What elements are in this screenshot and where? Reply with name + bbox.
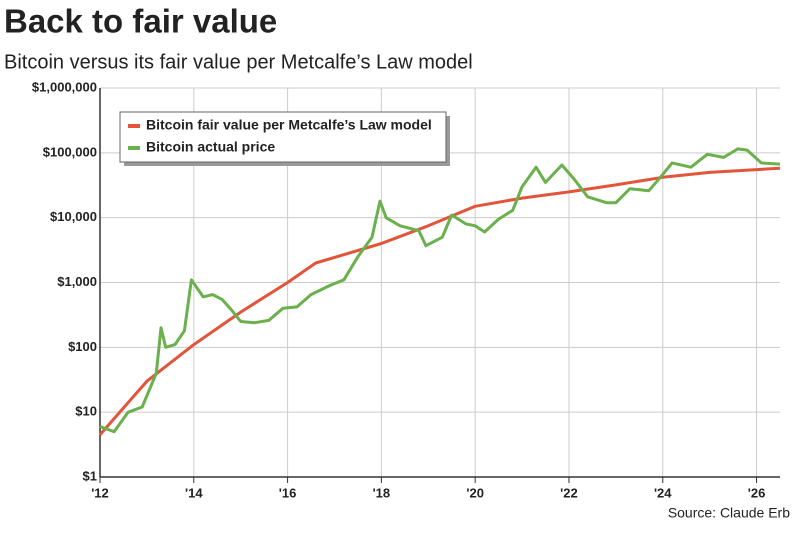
y-tick-label: $1,000 [57,274,97,289]
x-tick-label: '18 [373,485,391,500]
x-tick-label: '14 [185,485,203,500]
source: Source: Claude Erb [668,505,790,521]
data-line [98,166,781,436]
x-tick-label: '12 [91,485,109,500]
legend-label: Bitcoin actual price [146,139,275,155]
y-tick-label: $100,000 [43,144,97,159]
y-tick-label: $1 [83,468,97,483]
chart-title: Back to fair value [4,3,277,40]
x-tick-label: '24 [654,485,672,500]
x-tick-label: '22 [560,485,578,500]
y-tick-label: $10 [75,404,97,419]
y-tick-label: $1,000,000 [32,79,97,94]
x-tick-label: '16 [279,485,297,500]
legend-label: Bitcoin fair value per Metcalfe’s Law mo… [146,117,432,133]
x-tick-label: '26 [748,485,766,500]
y-tick-label: $10,000 [50,209,97,224]
legend [119,111,447,163]
data-line [99,147,781,434]
chart-subtitle: Bitcoin versus its fair value per Metcal… [4,51,473,73]
x-tick-label: '20 [466,485,484,500]
y-tick-label: $100 [68,339,97,354]
